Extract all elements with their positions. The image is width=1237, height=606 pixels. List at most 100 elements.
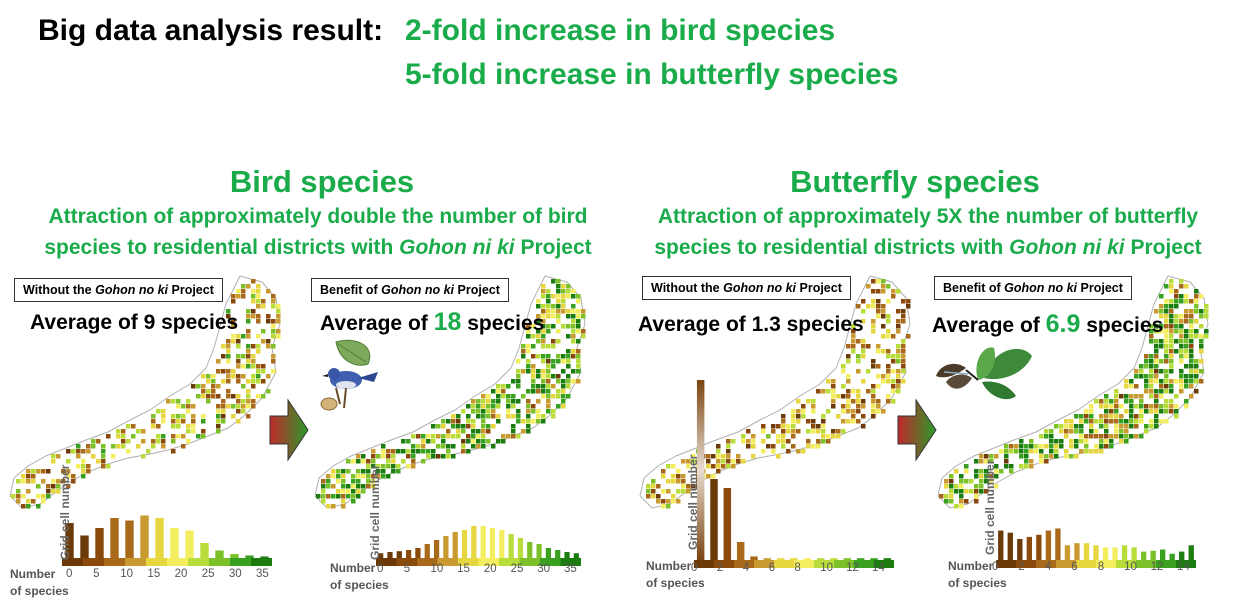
map-grid-cell (856, 404, 861, 409)
map-grid-cell (26, 504, 31, 509)
map-grid-cell (1079, 424, 1084, 429)
map-grid-cell (1129, 404, 1134, 409)
header-result-butterflies: 5-fold increase in butterfly species (405, 58, 899, 91)
map-grid-cell (551, 359, 556, 364)
map-grid-cell (671, 499, 676, 504)
map-grid-cell (206, 374, 211, 379)
histogram-bar (95, 528, 104, 558)
map-grid-cell (1204, 334, 1209, 339)
map-grid-cell (356, 459, 361, 464)
map-grid-cell (531, 404, 536, 409)
map-grid-cell (1059, 429, 1064, 434)
map-grid-cell (366, 484, 371, 489)
map-grid-cell (376, 469, 381, 474)
map-grid-cell (371, 464, 376, 469)
map-grid-cell (406, 439, 411, 444)
map-grid-cell (171, 439, 176, 444)
map-grid-cell (1169, 339, 1174, 344)
map-grid-cell (871, 319, 876, 324)
map-grid-cell (1154, 349, 1159, 354)
map-grid-cell (571, 304, 576, 309)
map-grid-cell (566, 309, 571, 314)
map-grid-cell (426, 439, 431, 444)
map-grid-cell (551, 394, 556, 399)
map-grid-cell (561, 384, 566, 389)
map-grid-cell (1139, 409, 1144, 414)
map-grid-cell (516, 384, 521, 389)
map-grid-cell (861, 349, 866, 354)
tick-label: 6 (768, 562, 775, 574)
map-grid-cell (651, 494, 656, 499)
color-scale-segment (800, 560, 808, 568)
map-grid-cell (1109, 409, 1114, 414)
color-scale-segment (1169, 560, 1177, 568)
color-scale-segment (244, 558, 252, 566)
map-grid-cell (686, 459, 691, 464)
map-grid-cell (191, 384, 196, 389)
map-grid-cell (1189, 364, 1194, 369)
map-grid-cell (1194, 294, 1199, 299)
map-grid-cell (236, 404, 241, 409)
map-grid-cell (861, 379, 866, 384)
map-grid-cell (496, 419, 501, 424)
map-grid-cell (811, 404, 816, 409)
map-grid-cell (231, 394, 236, 399)
color-scale-segment (69, 558, 77, 566)
map-grid-cell (546, 399, 551, 404)
histogram-bar (461, 530, 468, 558)
color-scale-segment (546, 558, 555, 566)
map-grid-cell (1049, 444, 1054, 449)
map-grid-cell (1099, 424, 1104, 429)
map-grid-cell (546, 329, 551, 334)
map-grid-cell (551, 314, 556, 319)
map-grid-cell (521, 354, 526, 359)
map-grid-cell (1029, 439, 1034, 444)
map-grid-cell (1069, 444, 1074, 449)
map-grid-cell (261, 379, 266, 384)
map-grid-cell (1184, 349, 1189, 354)
bird-benefit-map (314, 275, 586, 509)
map-grid-cell (974, 499, 979, 504)
map-grid-cell (1179, 284, 1184, 289)
map-grid-cell (101, 449, 106, 454)
map-grid-cell (451, 444, 456, 449)
map-grid-cell (411, 444, 416, 449)
map-grid-cell (256, 314, 261, 319)
map-grid-cell (561, 399, 566, 404)
map-grid-cell (36, 494, 41, 499)
map-grid-cell (346, 469, 351, 474)
map-grid-cell (1179, 374, 1184, 379)
map-grid-cell (801, 404, 806, 409)
map-grid-cell (851, 409, 856, 414)
map-grid-cell (826, 434, 831, 439)
map-grid-cell (1054, 444, 1059, 449)
histogram-bar (230, 554, 239, 558)
map-grid-cell (886, 364, 891, 369)
color-scale-segment (478, 558, 486, 566)
map-grid-cell (896, 384, 901, 389)
map-grid-cell (411, 449, 416, 454)
map-grid-cell (1199, 334, 1204, 339)
map-grid-cell (331, 474, 336, 479)
map-grid-cell (416, 444, 421, 449)
map-grid-cell (1054, 439, 1059, 444)
map-grid-cell (541, 334, 546, 339)
map-grid-cell (226, 374, 231, 379)
map-grid-cell (176, 419, 181, 424)
map-grid-cell (236, 379, 241, 384)
map-grid-cell (681, 489, 686, 494)
map-grid-cell (541, 324, 546, 329)
map-grid-cell (226, 309, 231, 314)
map-grid-cell (979, 489, 984, 494)
map-grid-cell (521, 429, 526, 434)
color-scale-segment (410, 558, 418, 566)
tick-label: 10 (430, 563, 444, 575)
map-grid-cell (261, 394, 266, 399)
map-grid-cell (546, 344, 551, 349)
map-grid-cell (531, 384, 536, 389)
histogram-bar (415, 548, 421, 558)
map-grid-cell (1114, 389, 1119, 394)
map-grid-cell (796, 399, 801, 404)
map-grid-cell (944, 479, 949, 484)
map-grid-cell (811, 444, 816, 449)
